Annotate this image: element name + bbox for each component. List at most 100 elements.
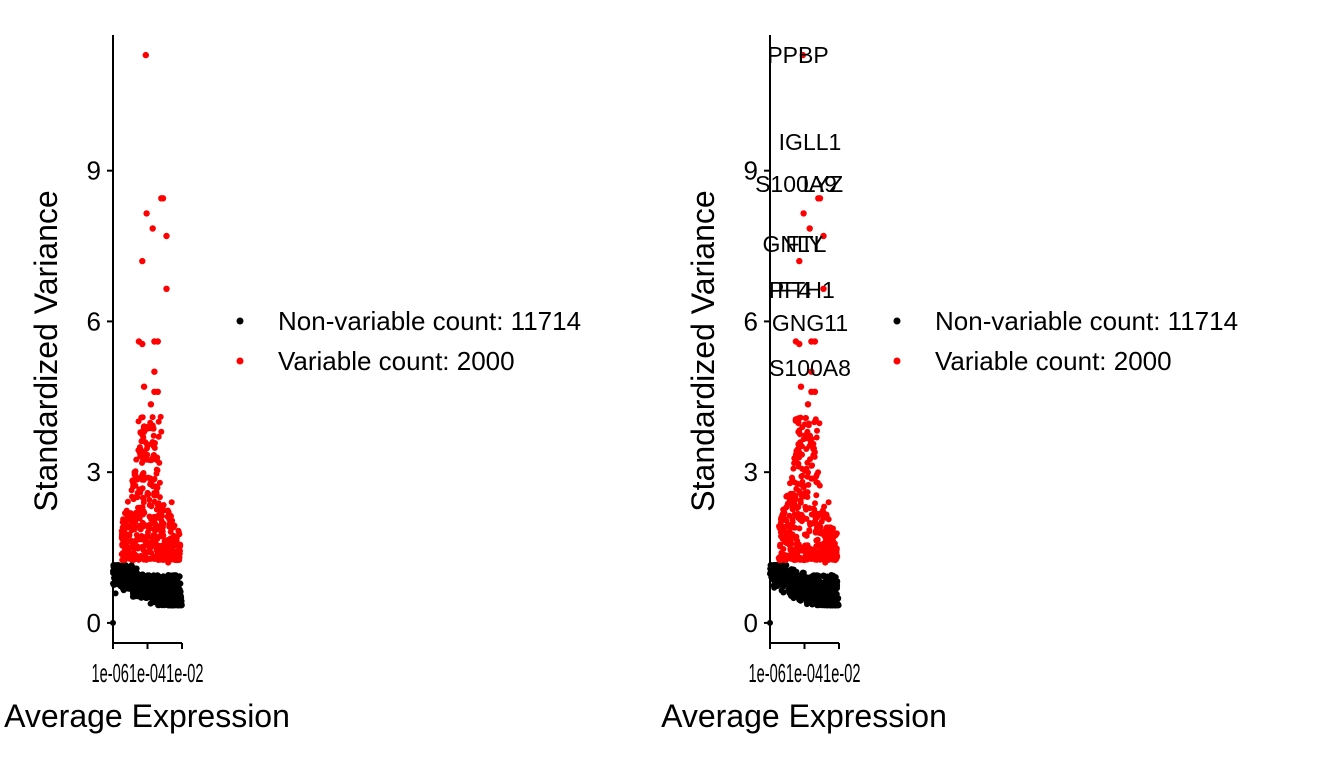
point-variable <box>802 415 809 421</box>
point-non-variable <box>112 590 119 597</box>
point-non-variable <box>163 599 170 606</box>
point-non-variable <box>174 602 181 609</box>
point-variable <box>146 502 153 509</box>
point-variable <box>132 471 139 478</box>
point-variable <box>775 555 782 562</box>
x-axis-title: Average Expression <box>661 698 947 734</box>
legend-label: Variable count: 2000 <box>935 346 1172 376</box>
point-non-variable <box>784 568 791 575</box>
y-tick-label: 3 <box>87 457 101 487</box>
point-variable <box>151 492 158 499</box>
point-variable <box>803 532 810 539</box>
point-non-variable <box>121 577 128 584</box>
point-variable <box>150 532 157 539</box>
point-non-variable <box>133 591 140 598</box>
point-variable <box>793 512 799 519</box>
point-non-variable <box>120 585 126 592</box>
point-variable-outlier <box>147 401 155 408</box>
point-variable <box>801 556 808 563</box>
x-axis-title: Average Expression <box>4 698 290 734</box>
point-variable <box>124 511 131 518</box>
point-variable <box>141 429 147 436</box>
point-variable <box>139 511 146 518</box>
gene-label: GNG11 <box>772 310 848 336</box>
point-variable <box>133 532 140 538</box>
point-variable <box>128 543 135 550</box>
gene-label: IGLL1 <box>779 129 842 155</box>
point-variable <box>133 493 140 500</box>
point-variable <box>146 513 153 520</box>
point-variable <box>798 511 805 518</box>
point-variable-outlier <box>154 338 161 345</box>
point-variable <box>175 549 182 556</box>
y-tick-label: 6 <box>744 306 758 336</box>
point-variable <box>790 465 797 472</box>
point-variable <box>155 542 162 549</box>
point-non-variable <box>831 581 838 589</box>
y-axis-title: Standardized Variance <box>685 190 721 511</box>
point-variable-outlier <box>808 368 815 375</box>
point-variable <box>132 518 139 525</box>
point-variable <box>164 513 171 520</box>
point-non-variable <box>824 602 830 609</box>
point-non-variable <box>814 602 821 609</box>
point-variable-outlier <box>163 285 170 292</box>
point-variable-outlier <box>820 232 827 240</box>
point-variable <box>139 437 146 444</box>
point-non-variable <box>167 579 174 586</box>
point-non-variable <box>168 594 176 601</box>
point-variable-outlier <box>820 285 827 292</box>
point-variable <box>151 519 158 526</box>
point-variable <box>139 494 146 501</box>
panel-2: 0 3 6 9 1e-061e-041e-02 Average Expression Sta… <box>661 35 1238 734</box>
point-variable <box>813 434 820 441</box>
point-variable <box>173 539 180 546</box>
point-variable <box>148 544 155 550</box>
point-variable <box>176 554 183 561</box>
point-variable-outlier <box>140 383 148 390</box>
point-variable <box>157 413 164 420</box>
point-variable-outlier <box>797 383 805 390</box>
point-variable <box>795 460 802 467</box>
legend-marker <box>236 357 244 365</box>
point-variable <box>808 511 815 518</box>
point-non-variable <box>827 575 835 583</box>
panel-1: 0 3 6 9 1e-061e-041e-02 Average Expression Sta… <box>4 35 581 734</box>
point-non-variable <box>773 562 780 569</box>
point-variable <box>804 552 811 559</box>
point-variable <box>134 545 141 552</box>
x-tick-labels: 1e-061e-041e-02 <box>92 658 204 688</box>
point-variable <box>136 515 143 522</box>
point-non-variable <box>780 589 787 596</box>
point-variable <box>137 474 143 481</box>
point-non-variable <box>160 573 167 580</box>
point-variable-outlier <box>806 225 813 232</box>
point-non-variable <box>168 602 175 609</box>
point-variable <box>814 427 820 434</box>
point-variable <box>143 542 150 549</box>
point-variable <box>782 555 789 562</box>
point-variable <box>814 479 821 486</box>
point-variable-outlier <box>142 51 149 59</box>
point-variable <box>120 555 127 562</box>
point-non-variable <box>772 571 779 578</box>
point-non-variable <box>114 575 121 582</box>
point-variable <box>150 432 157 439</box>
point-variable <box>175 527 182 534</box>
point-variable <box>165 559 172 566</box>
y-tick-label: 9 <box>87 156 101 186</box>
point-variable <box>797 481 804 488</box>
point-non-variable <box>139 574 146 581</box>
point-variable <box>149 422 156 429</box>
point-variable <box>149 414 156 421</box>
point-variable <box>166 550 173 557</box>
legend-marker <box>236 317 244 325</box>
point-variable-outlier <box>139 340 146 348</box>
point-non-variable <box>159 602 165 609</box>
point-non-variable <box>123 569 130 576</box>
point-non-variable <box>129 568 136 574</box>
point-non-variable <box>133 572 141 579</box>
point-variable <box>797 497 804 504</box>
point-non-variable <box>806 599 813 606</box>
